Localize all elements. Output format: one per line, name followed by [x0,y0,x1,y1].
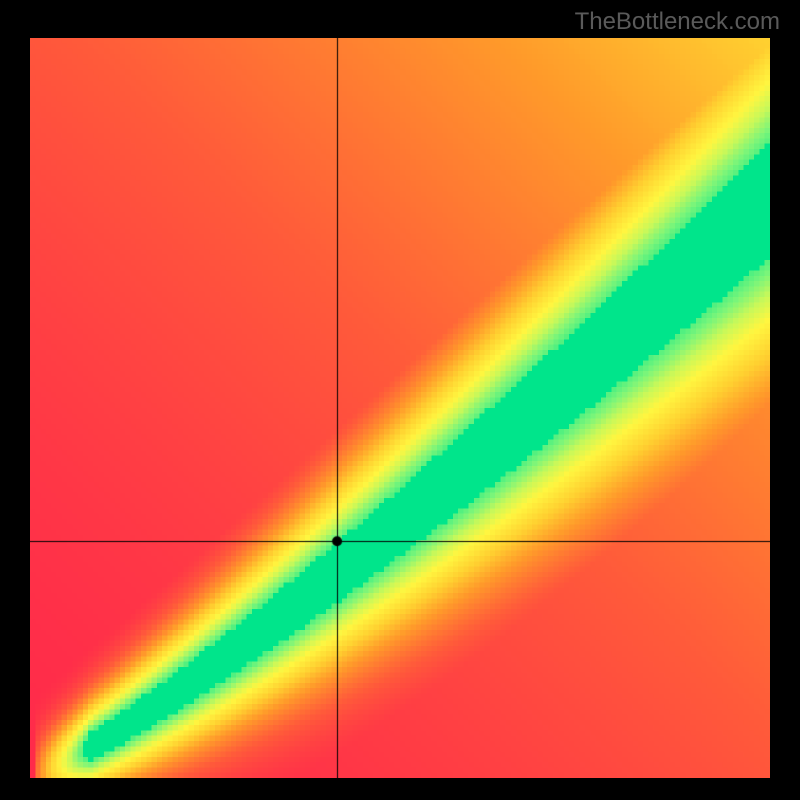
watermark-text: TheBottleneck.com [575,8,780,36]
bottleneck-heatmap [30,38,770,778]
chart-container: { "watermark": { "text": "TheBottleneck.… [0,0,800,800]
